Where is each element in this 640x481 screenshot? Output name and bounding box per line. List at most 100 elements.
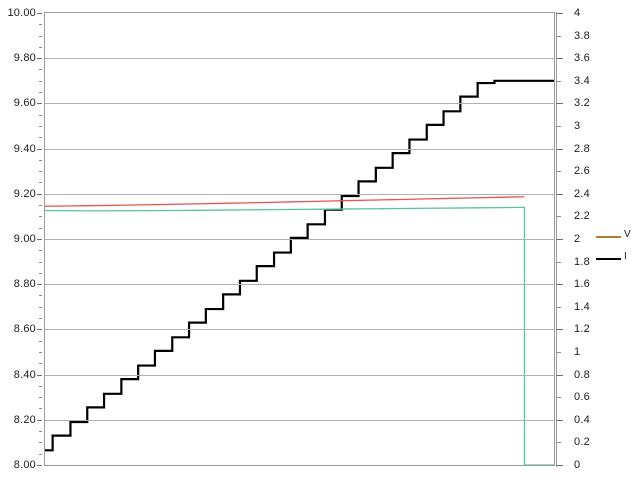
gridline (45, 103, 554, 104)
left-minor-tick (39, 47, 42, 48)
right-tick-label: 1.8 (574, 255, 590, 268)
gridline (45, 329, 554, 330)
legend-swatch-i (596, 258, 621, 260)
left-minor-tick (39, 137, 42, 138)
left-minor-tick (39, 273, 42, 274)
gridline (45, 58, 554, 59)
left-minor-tick (39, 386, 42, 387)
right-tick-label: 3.2 (574, 97, 590, 110)
left-minor-tick (39, 171, 42, 172)
left-tick-label: 9.60 (13, 97, 36, 110)
right-tick-mark (556, 126, 561, 127)
right-tick-mark (556, 329, 563, 330)
right-tick-mark (556, 81, 561, 82)
legend-item-v[interactable]: V (596, 227, 640, 249)
right-tick-mark (556, 194, 563, 195)
right-tick-label: 3.4 (574, 74, 590, 87)
left-tick-label: 10.00 (7, 7, 36, 19)
series-line-v-red (45, 196, 525, 207)
right-tick-label: 2.2 (574, 210, 590, 223)
left-tick-label: 8.40 (13, 368, 36, 381)
left-minor-tick (39, 250, 42, 251)
left-tick-mark (37, 58, 42, 59)
legend-swatch-v (596, 236, 621, 238)
gridline (45, 239, 554, 240)
left-minor-tick (39, 69, 42, 70)
left-minor-tick (39, 318, 42, 319)
right-axis: 4 3.8 3.6 3.4 3.2 3 2.8 2.6 2.4 2.2 2 1.8 1.6 1.4 1.2 1… (556, 0, 640, 481)
right-tick-label: 1.6 (574, 278, 590, 291)
right-tick-mark (556, 103, 563, 104)
left-tick-label: 9.20 (13, 187, 36, 200)
right-tick-label: 1.2 (574, 323, 590, 336)
right-tick-label: 1 (574, 346, 581, 358)
right-tick-mark (556, 307, 561, 308)
series-canvas (45, 79, 554, 465)
gridline (45, 465, 554, 466)
left-minor-tick (39, 81, 42, 82)
left-tick-label: 8.60 (13, 323, 36, 336)
right-tick-label: 0.8 (574, 368, 590, 381)
left-tick-mark (37, 329, 42, 330)
right-tick-label: 3.6 (574, 52, 590, 65)
left-minor-tick (39, 295, 42, 296)
legend-label-v: V (624, 229, 631, 240)
left-minor-tick (39, 454, 42, 455)
right-tick-mark (556, 375, 563, 376)
right-tick-mark (556, 352, 561, 353)
left-minor-tick (39, 205, 42, 206)
left-minor-tick (39, 24, 42, 25)
left-minor-tick (39, 363, 42, 364)
right-tick-label: 0 (574, 459, 581, 471)
right-tick-label: 2 (574, 233, 581, 245)
left-minor-tick (39, 115, 42, 116)
left-tick-mark (37, 284, 42, 285)
legend-item-i[interactable]: I (596, 249, 640, 271)
left-minor-tick (39, 442, 42, 443)
gridline (45, 284, 554, 285)
right-tick-mark (556, 171, 561, 172)
right-tick-label: 3 (574, 120, 581, 132)
gridline (45, 375, 554, 376)
gridline (45, 149, 554, 150)
gridline (45, 194, 554, 195)
left-tick-mark (37, 13, 42, 14)
left-minor-tick (39, 352, 42, 353)
right-tick-mark (556, 284, 563, 285)
left-tick-mark (37, 239, 42, 240)
left-tick-mark (37, 149, 42, 150)
gridline (45, 420, 554, 421)
left-tick-label: 9.40 (13, 142, 36, 155)
left-minor-tick (39, 182, 42, 183)
left-tick-mark (37, 420, 42, 421)
legend: V I (596, 227, 640, 271)
left-tick-mark (37, 194, 42, 195)
series-line-i (45, 79, 554, 452)
right-tick-label: 4 (574, 7, 581, 19)
left-axis: 10.00 9.80 9.60 9.40 9.20 9.00 8.80 8.60 8.40 8.2… (0, 0, 42, 481)
right-tick-label: 0.2 (574, 436, 590, 449)
right-tick-mark (556, 262, 561, 263)
right-tick-mark (556, 442, 561, 443)
left-minor-tick (39, 431, 42, 432)
plot-area (44, 12, 555, 466)
right-tick-mark (556, 58, 563, 59)
right-tick-mark (556, 397, 561, 398)
left-minor-tick (39, 126, 42, 127)
right-tick-label: 2.8 (574, 142, 590, 155)
left-minor-tick (39, 307, 42, 308)
right-tick-label: 3.8 (574, 29, 590, 42)
right-tick-label: 0.4 (574, 413, 590, 426)
left-tick-label: 8.20 (13, 413, 36, 426)
left-tick-mark (37, 103, 42, 104)
left-minor-tick (39, 341, 42, 342)
left-minor-tick (39, 36, 42, 37)
right-tick-label: 1.4 (574, 300, 590, 313)
left-minor-tick (39, 397, 42, 398)
left-minor-tick (39, 408, 42, 409)
right-tick-mark (556, 420, 563, 421)
left-minor-tick (39, 216, 42, 217)
right-tick-label: 0.6 (574, 391, 590, 404)
right-tick-label: 2.4 (574, 187, 590, 200)
